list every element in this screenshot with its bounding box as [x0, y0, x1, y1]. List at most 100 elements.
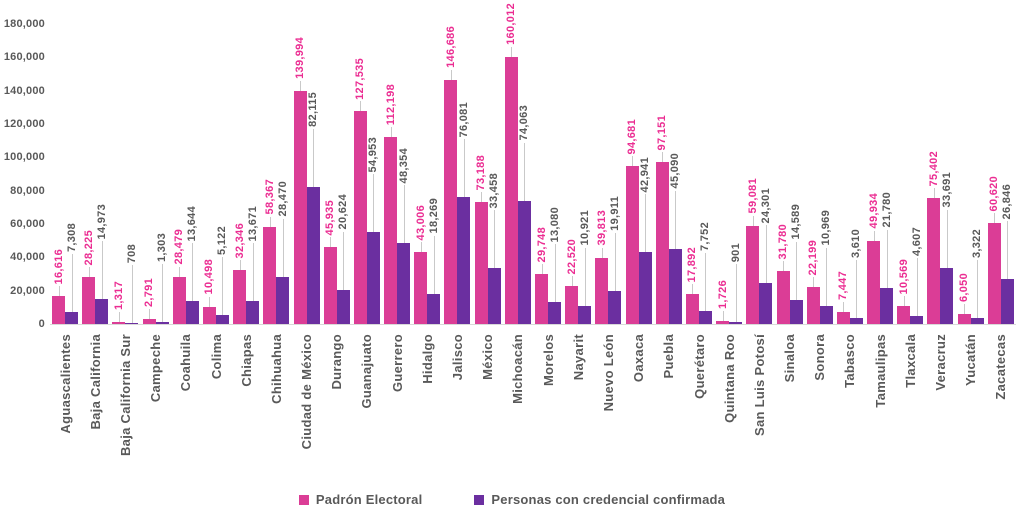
data-label-credencial-confirmada: 48,354	[398, 148, 410, 183]
x-axis-label-text: Michoacán	[510, 334, 526, 404]
data-label-padron-electoral: 160,012	[505, 3, 517, 45]
leader-line	[269, 216, 271, 227]
data-label-text: 76,081	[457, 101, 470, 138]
data-label-text: 75,402	[927, 150, 940, 187]
bar-credencial-confirmada	[276, 276, 290, 324]
leader-line	[783, 261, 784, 272]
x-axis-label-text: Yucatán	[963, 334, 979, 386]
x-axis-label: Tlaxcala	[902, 334, 918, 388]
data-label-credencial-confirmada: 10,921	[579, 210, 591, 245]
y-axis-tick-label: 180,000	[3, 18, 45, 30]
leader-line	[58, 286, 60, 297]
x-axis-label-text: Puebla	[661, 334, 677, 379]
x-axis-label: Guerrero	[389, 334, 405, 392]
data-label-text: 20,624	[337, 194, 350, 230]
bar-credencial-confirmada	[880, 287, 894, 324]
data-label-text: 1,317	[112, 280, 125, 310]
data-label-padron-electoral: 6,050	[958, 273, 970, 302]
data-label-text: 42,941	[639, 156, 652, 193]
data-label-padron-electoral: 1,726	[717, 280, 729, 309]
leader-line	[420, 242, 422, 253]
data-label-text: 28,479	[173, 229, 186, 265]
data-label-credencial-confirmada: 708	[126, 244, 138, 263]
x-axis-label-text: Veracruz	[933, 334, 949, 391]
x-axis-label: Chihuahua	[268, 334, 284, 404]
leader-line	[313, 129, 314, 188]
data-label-text: 139,994	[294, 36, 306, 79]
data-label-text: 45,935	[324, 200, 337, 236]
x-axis-label: Baja California Sur	[117, 334, 133, 456]
data-label-text: 24,301	[759, 188, 772, 224]
data-label-padron-electoral: 28,225	[83, 230, 95, 265]
x-axis-line	[50, 324, 1016, 325]
leader-line	[916, 258, 918, 317]
x-axis-label-text: Sinaloa	[782, 334, 798, 383]
leader-line	[209, 296, 211, 307]
x-axis-label-text: Chiapas	[238, 334, 254, 387]
data-label-credencial-confirmada: 20,624	[337, 194, 349, 229]
x-axis-label: Nuevo León	[600, 334, 616, 411]
x-axis-label-text: México	[480, 334, 496, 380]
data-label-padron-electoral: 139,994	[294, 37, 306, 79]
data-label-text: 17,892	[686, 246, 699, 283]
bar-credencial-confirmada	[819, 305, 833, 324]
x-axis-label: Coahuila	[178, 334, 194, 391]
data-label-text: 7,752	[699, 222, 712, 252]
bar-credencial-confirmada	[759, 283, 773, 324]
bar-credencial-confirmada	[668, 248, 682, 324]
data-label-credencial-confirmada: 5,122	[216, 226, 228, 255]
bar-credencial-confirmada	[487, 268, 501, 324]
data-label-text: 43,006	[414, 204, 427, 241]
leader-line	[722, 311, 724, 322]
bar-padron-electoral	[233, 270, 247, 324]
data-label-credencial-confirmada: 82,115	[307, 92, 319, 127]
bar-credencial-confirmada	[457, 197, 471, 324]
data-label-padron-electoral: 1,317	[113, 281, 125, 310]
leader-line	[541, 264, 543, 275]
x-axis-label-text: Guerrero	[389, 334, 405, 393]
leader-line	[373, 174, 375, 233]
data-label-credencial-confirmada: 3,322	[971, 229, 983, 258]
x-axis-label: Guanajuato	[359, 334, 375, 409]
data-label-credencial-confirmada: 1,303	[156, 233, 168, 262]
x-axis-label-text: Nuevo León	[600, 334, 616, 412]
x-axis-label-text: Baja California Sur	[117, 334, 133, 457]
bar-padron-electoral	[202, 306, 216, 324]
data-label-text: 22,199	[807, 239, 820, 276]
bar-credencial-confirmada	[185, 301, 199, 324]
x-axis-label-text: Coahuila	[178, 334, 194, 392]
leader-line	[705, 253, 707, 312]
x-axis-label: Aguascalientes	[57, 334, 73, 434]
data-label-credencial-confirmada: 76,081	[458, 102, 470, 137]
data-label-credencial-confirmada: 901	[730, 243, 742, 262]
legend-item-credencial-confirmada: Personas con credencial confirmada	[474, 492, 725, 507]
leader-line	[390, 127, 392, 137]
leader-line	[554, 244, 556, 303]
x-axis-label: Veracruz	[933, 334, 949, 391]
x-axis-label: Sinaloa	[782, 334, 798, 382]
data-label-credencial-confirmada: 28,470	[277, 181, 289, 216]
x-axis-label: Puebla	[661, 334, 677, 378]
leader-line	[88, 266, 90, 277]
x-axis-label-text: Aguascalientes	[57, 334, 73, 434]
leader-line	[946, 209, 948, 268]
bar-credencial-confirmada	[548, 302, 561, 324]
data-label-text: 13,080	[548, 206, 561, 243]
data-label-text: 94,681	[626, 118, 639, 155]
x-axis-label-text: Durango	[329, 334, 345, 390]
data-label-text: 7,447	[837, 270, 850, 300]
x-axis-label: Durango	[329, 334, 345, 390]
leader-line	[765, 225, 767, 284]
bar-padron-electoral	[957, 313, 971, 324]
leader-line	[494, 210, 496, 269]
x-axis-label-text: Colima	[208, 334, 224, 380]
leader-line	[252, 243, 254, 302]
bar-credencial-confirmada	[366, 232, 380, 324]
data-label-text: 60,620	[988, 175, 1001, 211]
x-axis-label-text: Tamaulipas	[872, 334, 888, 408]
x-axis-label: Colima	[208, 334, 224, 379]
x-axis-label: Zacatecas	[993, 334, 1009, 400]
x-axis-label: Sonora	[812, 334, 828, 381]
data-label-text: 22,520	[565, 239, 578, 275]
leader-line	[511, 47, 513, 58]
